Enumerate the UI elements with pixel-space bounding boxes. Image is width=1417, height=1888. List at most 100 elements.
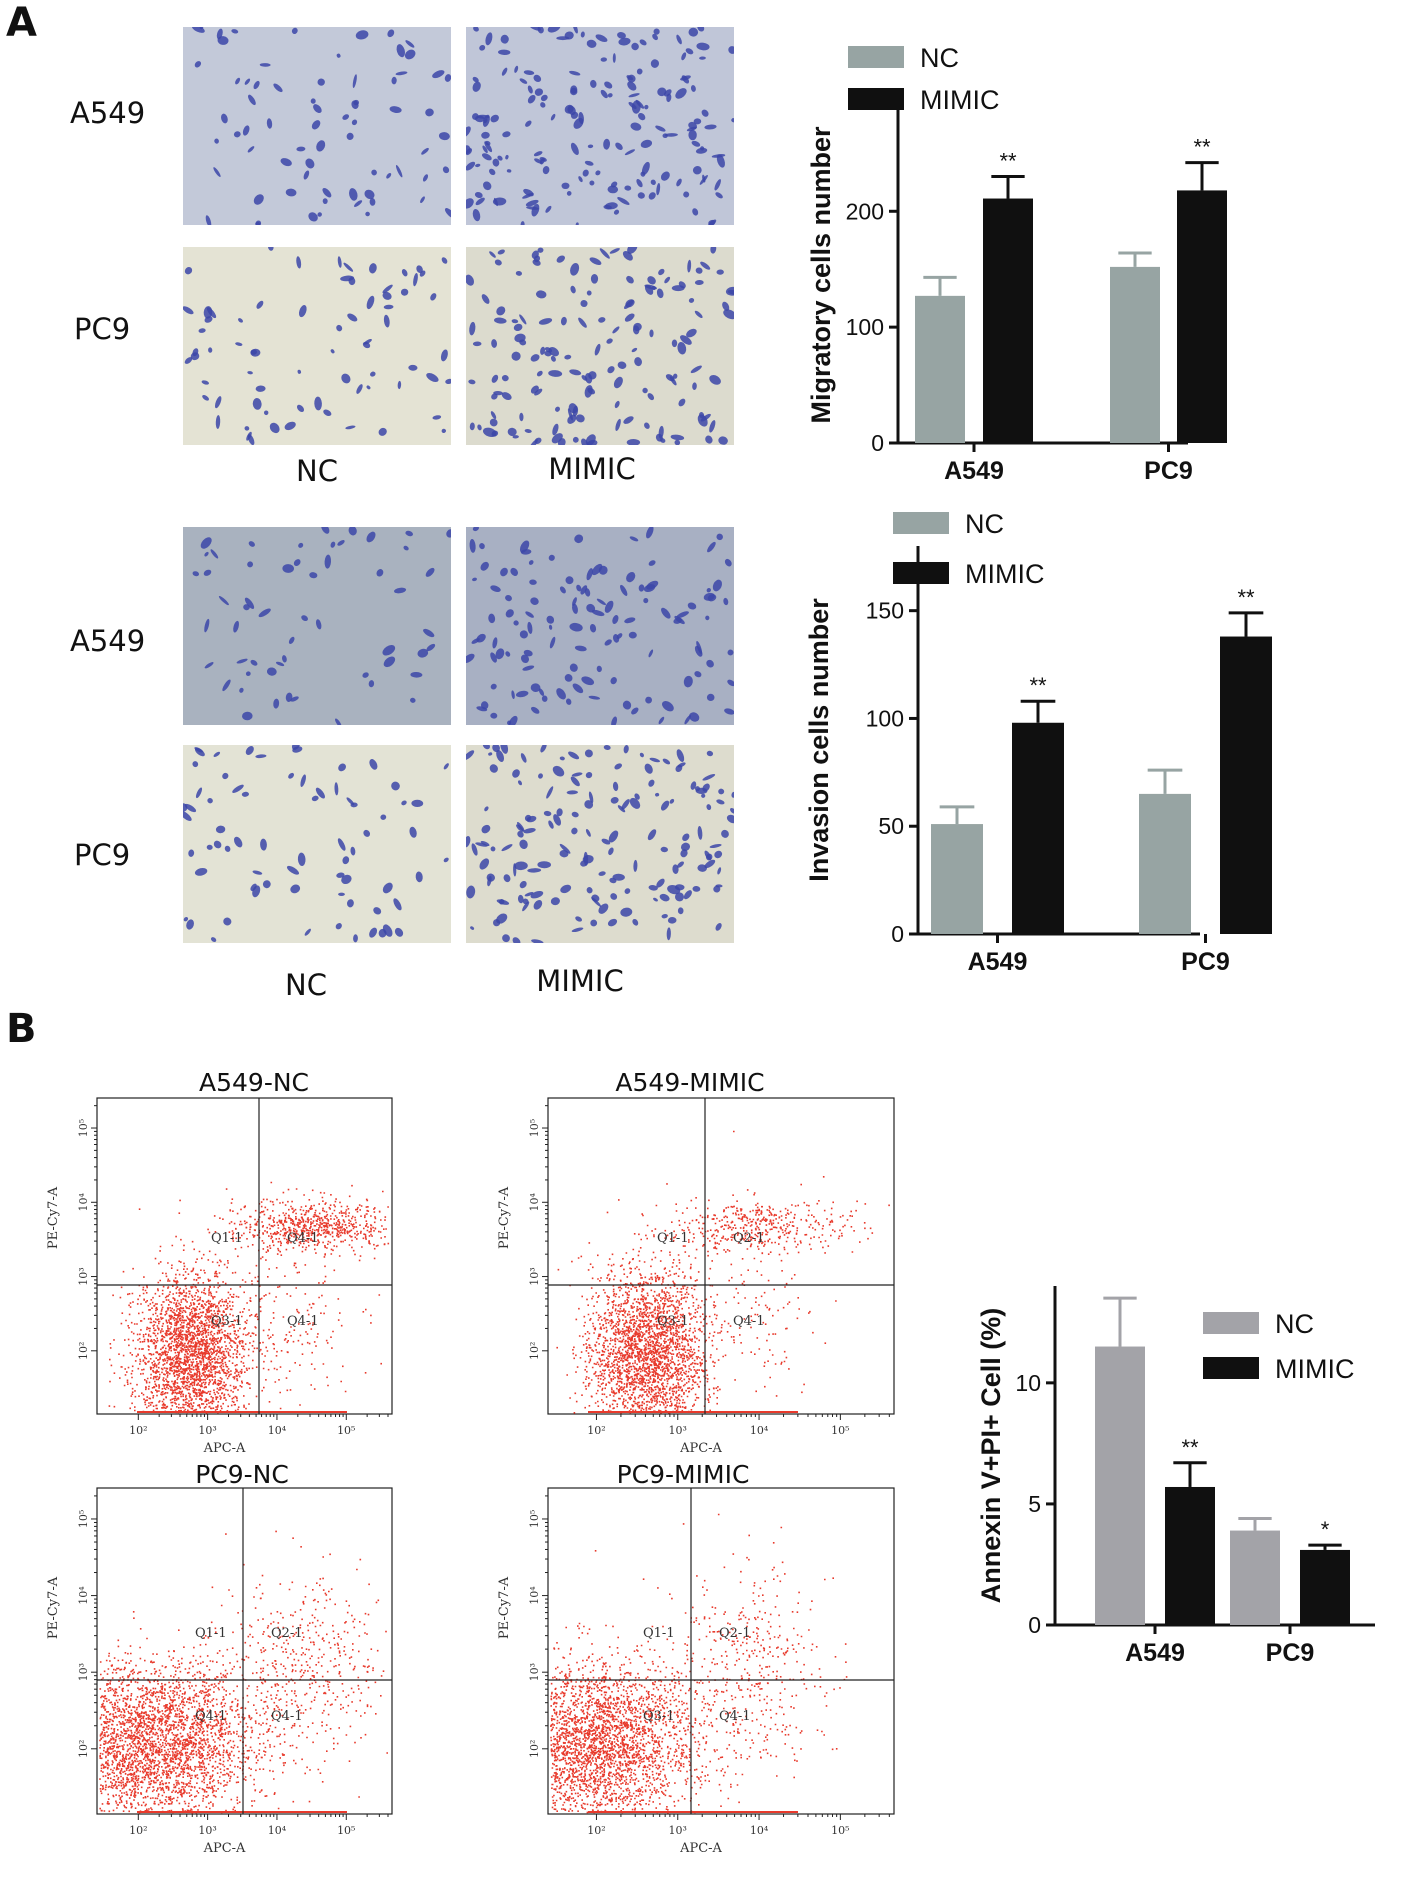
micrograph-migration-a549-nc <box>183 27 451 225</box>
y-tick-label: 10⁴ <box>77 1192 90 1211</box>
flow-plot-pc9-mimic: Q1-1 Q2-1 Q3-1 Q4-1 10² 10³ 10⁴ 10⁵ 10² 10³ 10⁴ 10⁵… <box>497 1487 895 1856</box>
x-axis-label: APC-A <box>679 1841 722 1856</box>
annexin-bar-chart: 0 5 10 Annexin V+PI+ Cell (%) ** A549 * PC9 NC MI… <box>976 1286 1375 1667</box>
legend-swatch <box>893 512 949 534</box>
migration-row-label-a549: A549 <box>70 96 146 130</box>
legend-swatch <box>1203 1312 1259 1334</box>
quadrant-label-q2: Q4-1 <box>287 1231 319 1246</box>
invasion-row-label-pc9: PC9 <box>74 838 131 872</box>
legend-label: MIMIC <box>965 559 1044 589</box>
quadrant-label-q3: Q3-1 <box>643 1709 675 1724</box>
y-tick-label: 10² <box>528 1342 541 1360</box>
bar-nc-pc9 <box>1230 1530 1280 1625</box>
quadrant-label-q2: Q2-1 <box>733 1231 765 1246</box>
micrograph-migration-pc9-nc <box>183 247 451 445</box>
significance-label: ** <box>1193 135 1211 160</box>
stained-cells <box>466 527 734 725</box>
legend-label: MIMIC <box>920 85 999 115</box>
x-tick-label: A549 <box>968 948 1028 976</box>
event-dots <box>99 1530 388 1814</box>
bar-nc-a549 <box>915 295 965 443</box>
stained-cells <box>466 745 734 943</box>
micrograph-migration-pc9-mimic <box>466 247 734 445</box>
y-axis-label: PE-Cy7-A <box>46 1576 61 1639</box>
y-axis-label: PE-Cy7-A <box>497 1576 512 1639</box>
panel-a-label: A <box>6 0 37 46</box>
quadrant-label-q2: Q2-1 <box>271 1626 303 1641</box>
quadrant-label-q4: Q4-1 <box>719 1709 751 1724</box>
x-tick-label: 10⁵ <box>831 1824 849 1837</box>
y-tick-label: 10 <box>1015 1370 1041 1396</box>
quadrant-label-q1: Q1-1 <box>643 1626 675 1641</box>
y-axis-label: Invasion cells number <box>804 598 834 882</box>
y-tick-label: 0 <box>871 430 884 456</box>
quadrant-label-q1: Q1-1 <box>195 1626 227 1641</box>
x-tick-label: 10³ <box>669 1424 687 1437</box>
stained-cells <box>191 27 451 225</box>
y-tick-label: 10³ <box>77 1663 90 1681</box>
quadrant-label-q3: Q4-1 <box>195 1709 227 1724</box>
migration-col-label-nc: NC <box>296 454 338 488</box>
x-tick-label: 10² <box>129 1824 147 1837</box>
x-tick-label: 10⁴ <box>268 1824 287 1837</box>
significance-label: ** <box>1029 673 1047 698</box>
quadrant-label-q4: Q4-1 <box>733 1314 765 1329</box>
bar-mimic-pc9 <box>1177 190 1227 443</box>
stained-cells <box>183 247 451 445</box>
x-tick-label: PC9 <box>1266 1639 1315 1667</box>
significance-label: ** <box>1181 1435 1199 1460</box>
significance-label: * <box>1321 1517 1330 1542</box>
flow-title-a549-nc: A549-NC <box>199 1068 309 1097</box>
x-tick-label: 10³ <box>198 1824 216 1837</box>
legend-label: NC <box>965 509 1004 539</box>
x-tick-label: 10³ <box>669 1824 687 1837</box>
stained-cells <box>192 527 451 725</box>
legend-label: NC <box>1275 1309 1314 1339</box>
y-tick-label: 10⁴ <box>77 1586 90 1605</box>
y-tick-label: 10⁴ <box>528 1192 541 1211</box>
legend-swatch <box>893 562 949 584</box>
flow-plot-a549-mimic: Q1-1 Q2-1 Q3-1 Q4-1 10² 10³ 10⁴ 10⁵ 10² 10³ 10⁴ 10⁵… <box>497 1097 895 1456</box>
y-tick-label: 10⁵ <box>528 1119 541 1137</box>
micrograph-background <box>183 745 451 943</box>
bar-mimic-pc9 <box>1220 636 1272 934</box>
y-axis-label: Migratory cells number <box>806 126 836 424</box>
quadrant-label-q4: Q4-1 <box>271 1709 303 1724</box>
micrograph-invasion-a549-nc <box>183 527 451 725</box>
micrograph-invasion-pc9-mimic <box>466 745 734 943</box>
y-tick-label: 200 <box>846 198 884 224</box>
micrograph-migration-a549-mimic <box>466 27 734 225</box>
y-tick-label: 0 <box>1028 1612 1041 1638</box>
flow-title-a549-mimic: A549-MIMIC <box>615 1068 765 1097</box>
migration-bar-chart: 0 100 200 Migratory cells number ** A549 ** PC9… <box>806 43 1227 485</box>
migration-row-label-pc9: PC9 <box>74 312 131 346</box>
x-axis-label: APC-A <box>203 1441 246 1456</box>
legend-label: NC <box>920 43 959 73</box>
bar-mimic-pc9 <box>1300 1549 1350 1625</box>
x-axis-label: APC-A <box>203 1841 246 1856</box>
legend-label: MIMIC <box>1275 1354 1354 1384</box>
x-tick-label: 10⁴ <box>750 1824 769 1837</box>
x-tick-label: 10² <box>129 1424 147 1437</box>
plot-frame <box>96 1097 393 1415</box>
bar-mimic-a549 <box>983 198 1033 443</box>
y-tick-label: 100 <box>866 705 904 731</box>
bar-nc-pc9 <box>1139 793 1191 934</box>
quadrant-label-q3: Q3-1 <box>211 1314 243 1329</box>
significance-label: ** <box>999 149 1017 174</box>
flow-plot-pc9-nc: Q1-1 Q2-1 Q4-1 Q4-1 10² 10³ 10⁴ 10⁵ 10² 10³ 10⁴ 10⁵… <box>46 1487 393 1856</box>
invasion-col-label-mimic: MIMIC <box>536 964 624 998</box>
legend-swatch <box>848 46 904 68</box>
x-tick-label: A549 <box>944 457 1004 485</box>
y-tick-label: 100 <box>846 314 884 340</box>
x-tick-label: 10² <box>587 1824 605 1837</box>
y-tick-label: 10² <box>77 1740 90 1758</box>
invasion-col-label-nc: NC <box>285 968 327 1002</box>
y-tick-label: 10³ <box>77 1267 90 1285</box>
quadrant-label-q1: Q1-1 <box>657 1231 689 1246</box>
y-axis-label: Annexin V+PI+ Cell (%) <box>976 1308 1006 1604</box>
migration-col-label-mimic: MIMIC <box>548 452 636 486</box>
micrograph-invasion-pc9-nc <box>183 745 451 943</box>
y-tick-label: 10³ <box>528 1267 541 1285</box>
y-tick-label: 10⁴ <box>528 1586 541 1605</box>
